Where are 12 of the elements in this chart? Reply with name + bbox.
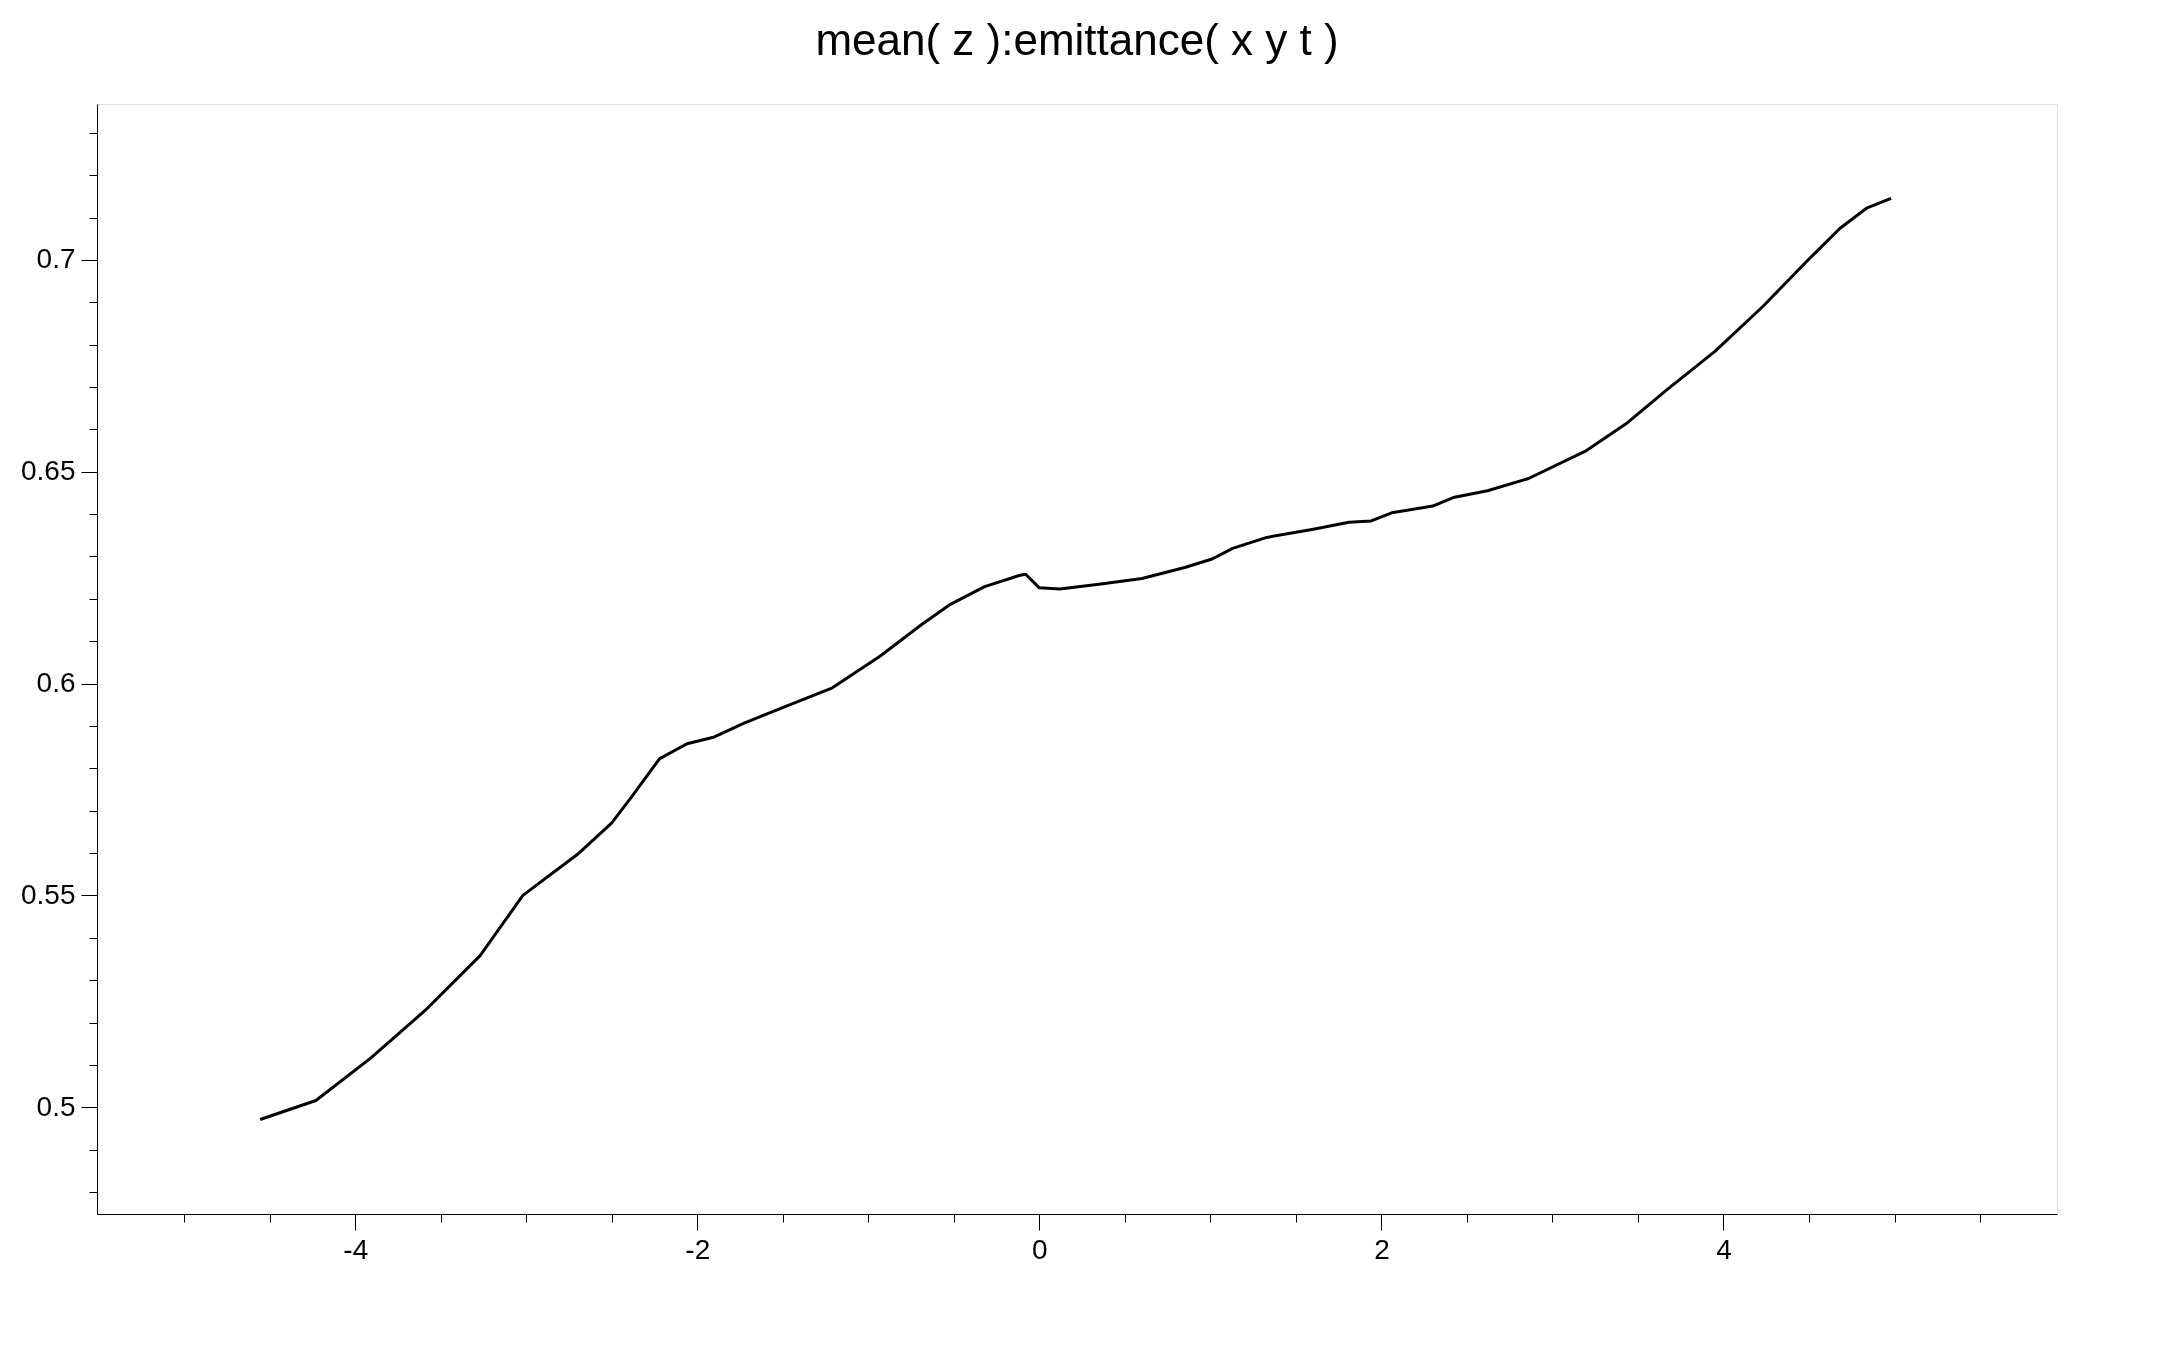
y-tick-label: 0.65 [21,455,76,487]
x-tick-label: 4 [1716,1233,1732,1265]
y-tick-label: 0.5 [36,1090,76,1122]
x-tick-label: 0 [1032,1233,1048,1265]
x-tick-label: -4 [343,1233,369,1265]
y-tick-label: 0.6 [36,667,76,699]
chart-title: mean( z ):emittance( x y t ) [815,15,1339,64]
y-tick-label: 0.7 [36,243,76,275]
line-series [258,196,1893,1122]
y-tick-label: 0.55 [21,878,76,910]
x-tick-label: 2 [1374,1233,1390,1265]
x-tick-label: -2 [685,1233,711,1265]
